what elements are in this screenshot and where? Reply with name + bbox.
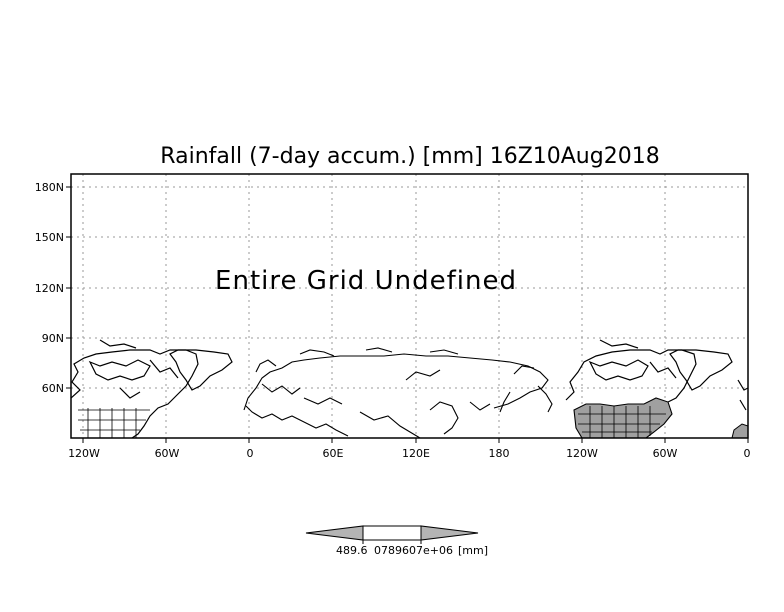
colorbar-right-triangle bbox=[420, 525, 479, 541]
colorbar-unit: [mm] bbox=[458, 544, 488, 557]
lon-tick-label: 60E bbox=[323, 447, 344, 460]
lon-tick-label: 180 bbox=[489, 447, 510, 460]
map-title: Rainfall (7-day accum.) [mm] 16Z10Aug201… bbox=[160, 144, 659, 169]
lon-tick-label: 60W bbox=[155, 447, 180, 460]
undefined-grid-message: Entire Grid Undefined bbox=[215, 266, 517, 296]
us-states-grid-left bbox=[78, 408, 150, 438]
eurasia-outline bbox=[243, 347, 553, 438]
lat-tick-label: 120N bbox=[35, 282, 64, 295]
graticule bbox=[71, 174, 748, 438]
lat-tick-label: 180N bbox=[35, 181, 64, 194]
longitude-ticks: 120W 60W 0 60E 120E 180 120W 60W 0 bbox=[68, 447, 750, 460]
us-states-grid-right bbox=[578, 406, 666, 438]
north-america-outline-right bbox=[565, 339, 748, 411]
colorbar-middle-box bbox=[362, 525, 422, 541]
colorbar-label-left: 489.6 bbox=[336, 544, 368, 557]
colorbar-label-value: 0789607e+06 bbox=[374, 544, 453, 557]
lon-tick-label: 120W bbox=[566, 447, 598, 460]
lon-tick-label: 120W bbox=[68, 447, 100, 460]
lat-tick-label: 150N bbox=[35, 231, 64, 244]
plot-frame bbox=[70, 173, 749, 439]
latitude-ticks: 180N 150N 120N 90N 60N bbox=[35, 181, 64, 395]
lat-tick-label: 60N bbox=[42, 382, 64, 395]
lon-tick-label: 0 bbox=[744, 447, 751, 460]
lon-tick-label: 120E bbox=[402, 447, 430, 460]
colorbar: 489.6 0789607e+06 [mm] bbox=[305, 525, 488, 557]
lon-tick-label: 0 bbox=[247, 447, 254, 460]
north-america-outline-left bbox=[71, 339, 233, 438]
lon-tick-label: 60W bbox=[653, 447, 678, 460]
lat-tick-label: 90N bbox=[42, 332, 64, 345]
